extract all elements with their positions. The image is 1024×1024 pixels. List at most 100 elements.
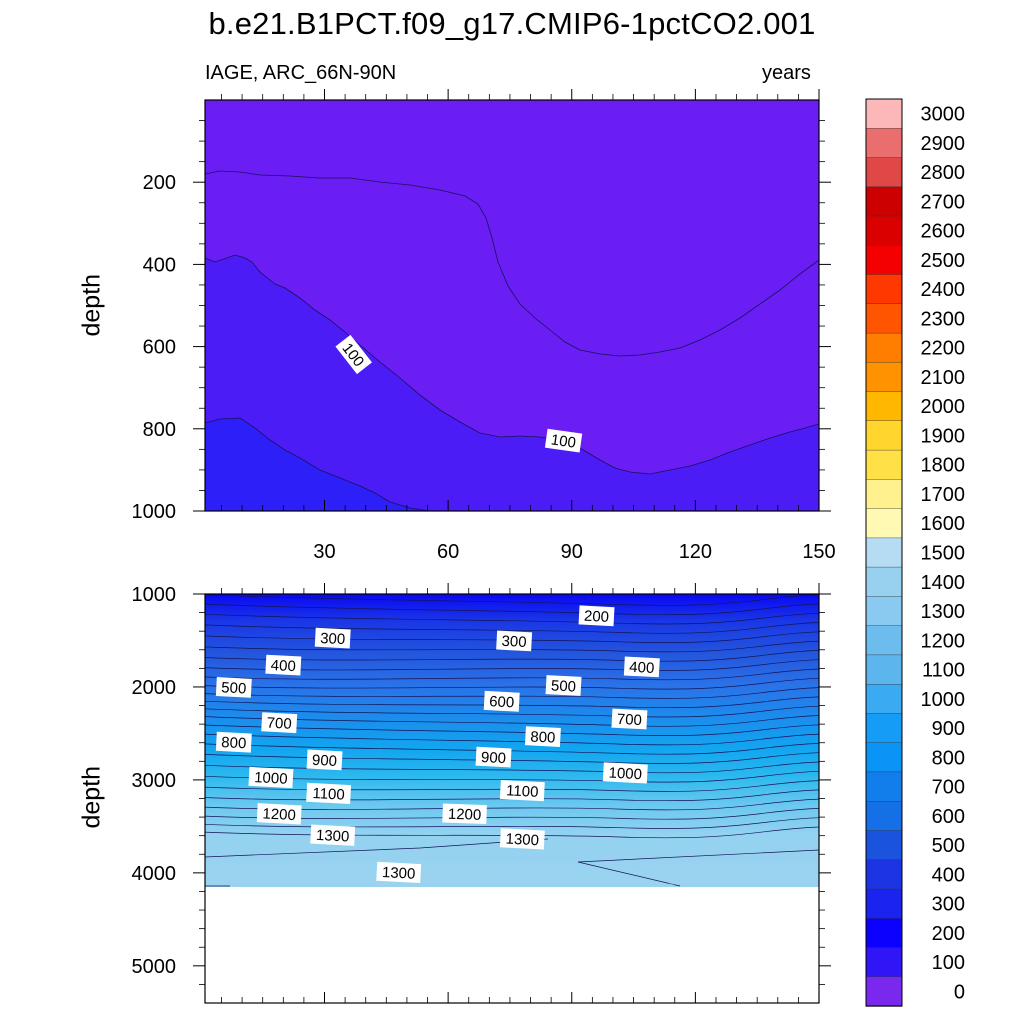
colorbar-frame [865, 98, 903, 1007]
colorbar-swatch [865, 654, 903, 685]
contour-label-box [578, 605, 615, 627]
contour-label-text: 1300 [505, 831, 539, 850]
colorbar-label: 2200 [921, 338, 966, 360]
colorbar-label: 500 [932, 835, 965, 857]
contour-label: 400 [265, 654, 302, 676]
contour-label-box [496, 630, 533, 652]
colorbar-swatch [865, 303, 903, 334]
contour-label-box [376, 861, 422, 884]
colorbar: 3000290028002700260025002400230022002100… [865, 98, 966, 1007]
contour-label-box [623, 656, 660, 678]
colorbar-label: 800 [932, 747, 965, 769]
contour-label: 800 [215, 731, 252, 753]
contour-label-box [499, 779, 545, 802]
contour-label-text: 100 [550, 431, 577, 451]
top-x-tick-label: 90 [561, 541, 583, 563]
colorbar-swatch [865, 479, 903, 510]
colorbar-swatch [865, 362, 903, 393]
contour-label-text: 900 [481, 749, 507, 767]
colorbar-label: 700 [932, 777, 965, 799]
contour-label-text: 1000 [254, 769, 288, 788]
colorbar-label: 2800 [921, 162, 966, 184]
contour-label: 1200 [256, 803, 302, 825]
contour-label: 1300 [310, 824, 356, 846]
bottom-panel: 1000 2000 3000 4000 5000 200 300 300 400 400 500 5… [132, 583, 831, 1004]
contour-label: 800 [524, 726, 561, 748]
contour-label: 1000 [602, 762, 648, 784]
top-y-tick-label: 600 [143, 337, 176, 359]
bottom-y-tick-label: 4000 [132, 863, 177, 885]
bottom-contour-line [204, 650, 820, 662]
contour-label-box [215, 676, 252, 698]
colorbar-swatch [865, 888, 903, 919]
colorbar-label: 1200 [921, 630, 966, 652]
bottom-contour-line [204, 640, 820, 653]
figure-title: b.e21.B1PCT.f09_g17.CMIP6-1pctCO2.001 [208, 6, 816, 41]
colorbar-label: 1300 [921, 601, 966, 623]
top-panel-units-label: years [762, 62, 811, 84]
bottom-contour-line [204, 705, 820, 718]
colorbar-swatch [865, 713, 903, 744]
contour-label-text: 500 [221, 679, 247, 697]
contour-label-text: 1100 [506, 782, 539, 801]
contour-label-box [256, 803, 302, 825]
colorbar-label: 100 [932, 952, 965, 974]
contour-label: 700 [261, 712, 298, 734]
colorbar-label: 1100 [922, 660, 965, 682]
contour-label-text: 700 [616, 711, 642, 729]
contour-label-box [215, 731, 252, 753]
bottom-contour-line [204, 724, 820, 736]
colorbar-label: 3000 [921, 104, 966, 126]
contour-label-text: 400 [629, 659, 655, 677]
contour-label-box [544, 428, 583, 453]
colorbar-label: 2100 [921, 367, 966, 389]
contour-label-text: 700 [266, 715, 292, 733]
contour-label-box [314, 627, 351, 649]
bottom-contour-line [204, 696, 820, 709]
colorbar-label: 2400 [921, 279, 966, 301]
contour-label: 200 [578, 605, 615, 627]
colorbar-swatch [865, 625, 903, 656]
contour-label-text: 1300 [382, 864, 416, 883]
top-x-tick-label: 150 [802, 541, 835, 563]
colorbar-swatch [865, 245, 903, 276]
bottom-contour-line [204, 687, 820, 699]
contour-label: 1100 [499, 779, 545, 802]
bottom-contour-line [204, 733, 820, 746]
bottom-y-tick-label: 5000 [132, 956, 177, 978]
colorbar-swatch [865, 859, 903, 890]
contour-label-text: 800 [221, 734, 247, 752]
colorbar-label: 1700 [921, 484, 966, 506]
colorbar-swatch [865, 332, 903, 364]
colorbar-swatch [865, 537, 903, 568]
colorbar-label: 1900 [921, 426, 966, 448]
bottom-contour-line [577, 861, 681, 887]
colorbar-label: 200 [932, 923, 965, 945]
colorbar-label: 2700 [921, 191, 966, 213]
contour-label: 600 [483, 690, 520, 712]
contour-label-text: 1200 [262, 805, 296, 824]
bottom-contour-lines [204, 594, 820, 887]
bottom-contour-line [204, 677, 820, 690]
contour-label-box [499, 828, 545, 850]
contour-label-text: 400 [270, 657, 296, 675]
contour-label: 500 [545, 675, 582, 696]
colorbar-label: 1600 [921, 513, 966, 535]
colorbar-swatch [865, 801, 903, 832]
colorbar-swatch [865, 830, 903, 861]
colorbar-swatch [865, 976, 903, 1007]
top-x-tick-label: 120 [679, 541, 712, 563]
contour-label-box [248, 766, 294, 789]
contour-label: 900 [306, 749, 343, 771]
top-panel-variable-label: IAGE, ARC_66N-90N [205, 62, 397, 84]
colorbar-label: 0 [954, 981, 965, 1003]
contour-label-text: 300 [501, 633, 527, 651]
colorbar-swatch [865, 684, 903, 715]
colorbar-label: 400 [932, 864, 965, 886]
bottom-contour-line [577, 849, 820, 863]
top-fill-100-200 [205, 255, 819, 511]
top-contour-line-100 [204, 254, 820, 475]
contour-label: 100 [544, 428, 583, 453]
contour-label-text: 800 [530, 728, 556, 746]
